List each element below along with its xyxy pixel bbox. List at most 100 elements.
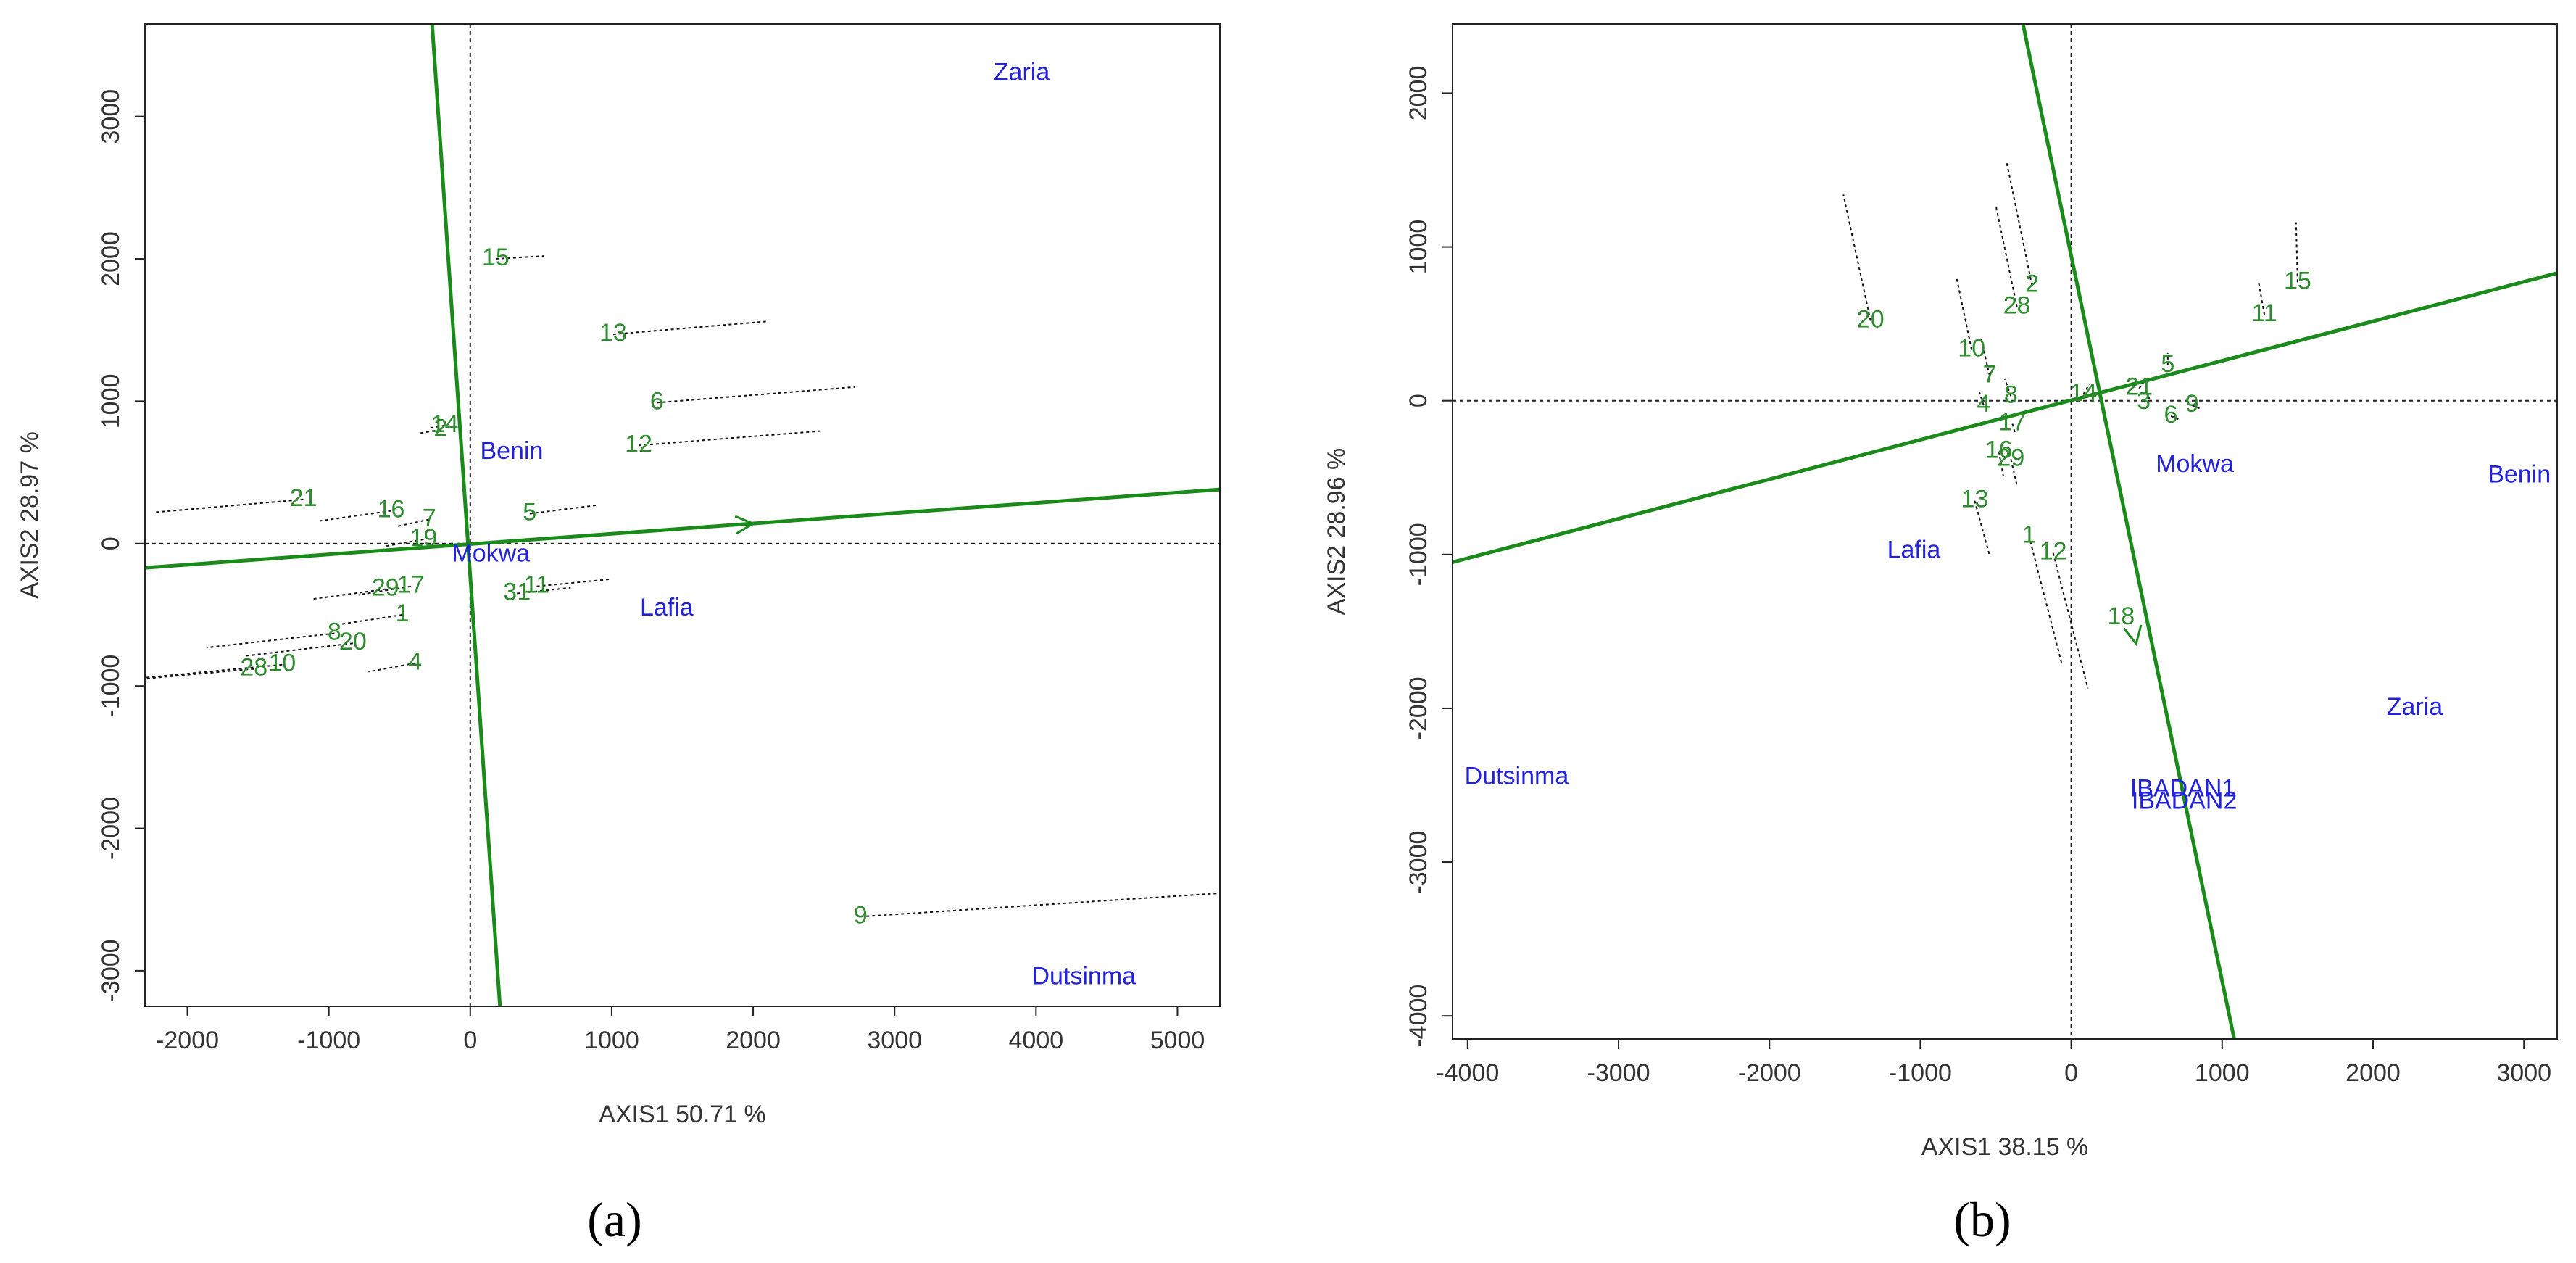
genotype-label: 14 — [2069, 379, 2097, 407]
genotype-label: 4 — [1977, 390, 1990, 418]
projection-line — [428, 424, 445, 429]
genotype-label: 21 — [2125, 373, 2153, 401]
genotype-label: 20 — [339, 628, 367, 655]
y-tick-label: 3000 — [97, 89, 125, 144]
x-tick-label: 2000 — [726, 1027, 781, 1054]
environment-label: Mokwa — [2156, 450, 2234, 478]
x-tick-label: -2000 — [1738, 1059, 1801, 1087]
y-tick-label: -1000 — [97, 655, 125, 718]
genotype-label: 8 — [328, 618, 341, 645]
projection-line — [244, 642, 353, 657]
genotype-label: 28 — [240, 654, 267, 682]
x-axis-label: AXIS1 38.15 % — [1921, 1133, 2089, 1161]
projection-line — [1956, 277, 1973, 350]
genotype-label: 17 — [1998, 408, 2026, 436]
projection-line — [207, 632, 335, 649]
projection-line — [1974, 500, 1991, 557]
projection-line — [2082, 383, 2090, 395]
axis-line-2 — [2021, 24, 2236, 1039]
y-tick-label: 2000 — [1405, 66, 1432, 121]
environment-label: IBADAN2 — [2132, 787, 2238, 814]
y-axis-label: AXIS2 28.97 % — [16, 431, 43, 599]
x-tick-label: 0 — [463, 1027, 477, 1054]
x-tick-label: -1000 — [1889, 1059, 1952, 1087]
projection-line — [2006, 160, 2033, 286]
projection-line — [312, 588, 386, 600]
genotype-label: 15 — [482, 244, 510, 271]
x-axis-label: AXIS1 50.71 % — [599, 1101, 766, 1128]
x-tick-label: 1000 — [584, 1027, 639, 1054]
projection-line — [2010, 459, 2018, 486]
projection-line — [638, 430, 820, 447]
y-axis-label: AXIS2 28.96 % — [1323, 448, 1350, 616]
projection-line — [1998, 451, 2004, 476]
y-tick-label: -2000 — [97, 797, 125, 860]
y-tick-label: 0 — [97, 537, 125, 550]
environment-label: Mokwa — [452, 539, 530, 567]
axis-line-1 — [1453, 271, 2557, 564]
genotype-label: 2 — [2025, 270, 2039, 298]
projection-line — [2028, 536, 2064, 666]
x-tick-label: 3000 — [867, 1027, 922, 1054]
axis-arrow — [2123, 624, 2143, 647]
projection-line — [495, 255, 544, 260]
projection-line — [145, 668, 254, 680]
projection-line — [1842, 194, 1871, 321]
environment-label: Lafia — [640, 594, 694, 621]
environment-label: Zaria — [994, 59, 1050, 86]
genotype-label: 10 — [268, 650, 296, 677]
projection-line — [2295, 222, 2298, 283]
environment-label: Benin — [2488, 461, 2551, 489]
genotype-label: 29 — [1997, 444, 2024, 471]
projection-line — [145, 663, 283, 679]
projection-line — [529, 504, 598, 515]
genotype-label: 29 — [372, 574, 399, 602]
genotype-label: 5 — [2161, 350, 2174, 378]
projection-line — [368, 662, 415, 673]
genotype-label: 11 — [2251, 299, 2277, 327]
genotype-label: 17 — [397, 571, 425, 599]
projection-line — [419, 428, 441, 434]
genotype-label: 21 — [290, 484, 317, 512]
x-tick-label: -2000 — [156, 1027, 219, 1054]
x-tick-label: 2000 — [2346, 1059, 2401, 1087]
genotype-label: 3 — [2137, 387, 2151, 415]
projection-line — [860, 892, 1220, 918]
genotype-label: 20 — [1857, 305, 1885, 333]
genotype-label: 15 — [2284, 267, 2311, 294]
projection-line — [1979, 337, 1991, 376]
genotype-label: 12 — [625, 430, 652, 457]
projection-line — [383, 538, 424, 547]
genotype-label: 9 — [2185, 390, 2199, 418]
environment-label: IBADAN1 — [2130, 774, 2236, 802]
environment-label: Zaria — [2387, 693, 2443, 721]
axis-line-2 — [430, 24, 502, 1006]
genotype-label: 1 — [396, 600, 410, 627]
y-tick-label: -1000 — [1405, 523, 1432, 586]
genotype-label: 4 — [408, 648, 422, 676]
axis-line-1 — [145, 487, 1220, 570]
projection-line — [320, 510, 391, 522]
genotype-label: 7 — [1983, 361, 1997, 389]
y-tick-label: -2000 — [1405, 676, 1432, 740]
genotype-label: 6 — [650, 387, 664, 415]
projection-line — [341, 613, 403, 625]
projection-line — [536, 578, 611, 587]
y-tick-label: -3000 — [97, 939, 125, 1002]
projection-line — [1978, 391, 1985, 406]
projection-line — [2170, 415, 2179, 421]
y-tick-label: -3000 — [1405, 831, 1432, 894]
y-tick-label: 2000 — [97, 231, 125, 286]
projection-line — [2191, 405, 2200, 410]
x-tick-label: -4000 — [1436, 1059, 1499, 1087]
panel-label: (a) — [587, 1192, 641, 1247]
genotype-label: 28 — [2003, 291, 2031, 319]
genotype-label: 19 — [410, 524, 437, 552]
environment-label: Dutsinma — [1465, 762, 1569, 790]
projection-line — [154, 498, 304, 513]
genotype-label: 5 — [523, 499, 536, 526]
